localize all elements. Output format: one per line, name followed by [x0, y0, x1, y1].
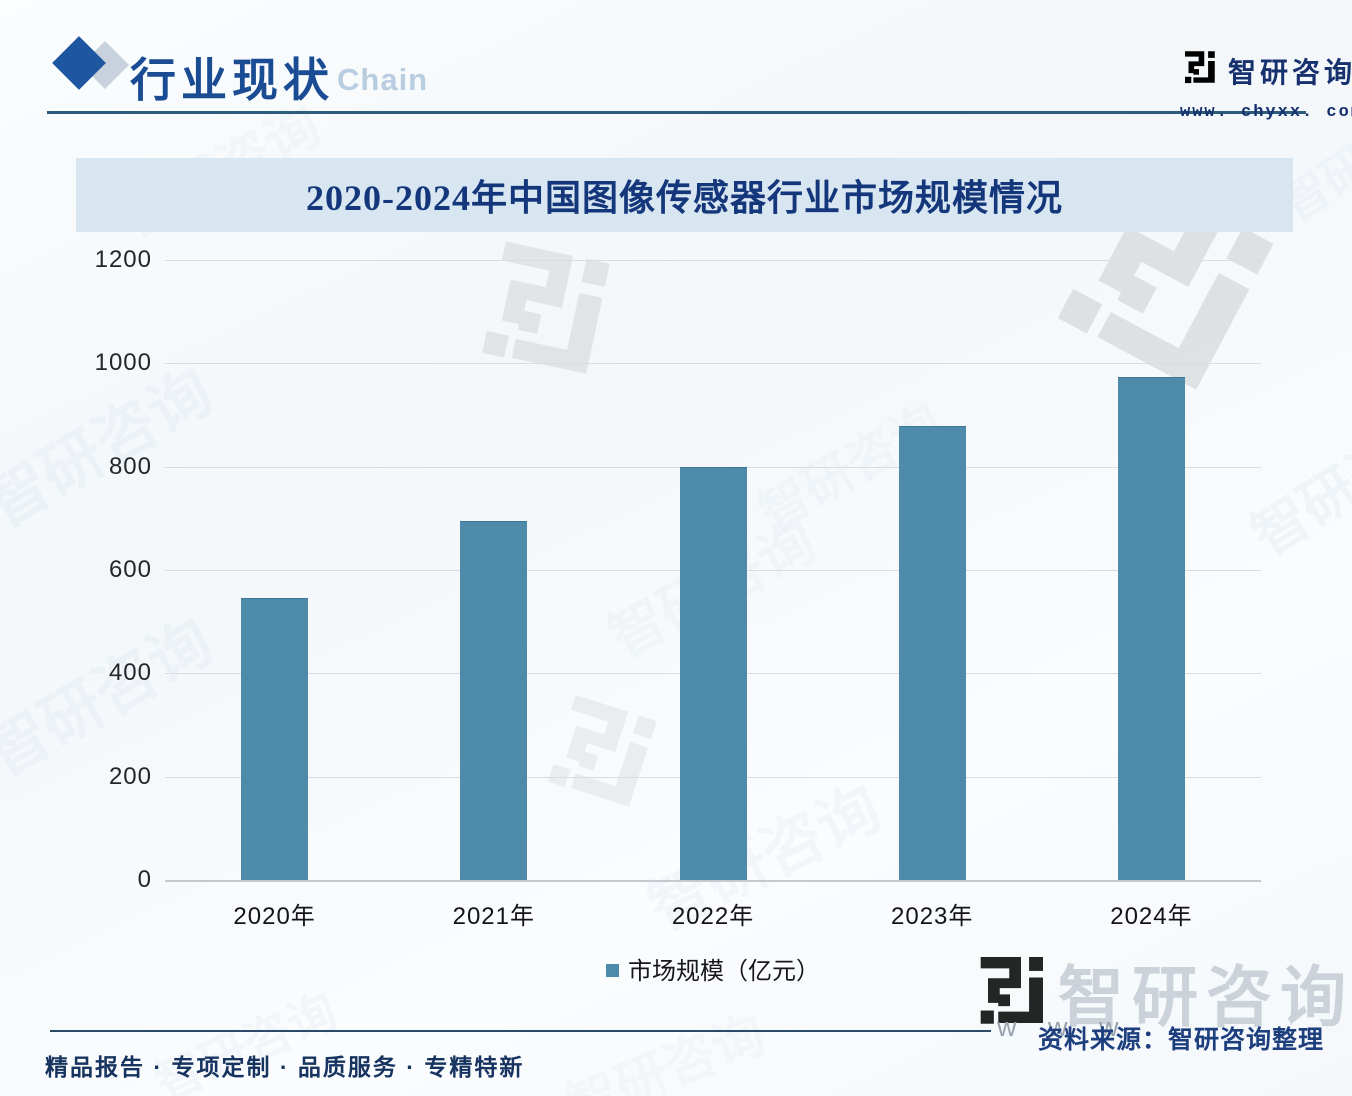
- bar-2022年: [679, 466, 747, 880]
- x-label-2024年: 2024年: [1110, 903, 1193, 930]
- footer-divider: [50, 1030, 991, 1032]
- zhiyan-logo-icon: [1178, 46, 1220, 88]
- data-source-note: 资料来源：智研咨询整理: [1038, 1026, 1325, 1054]
- legend-label: 市场规模（亿元）: [628, 958, 820, 985]
- y-tick-label-600: 600: [108, 556, 152, 583]
- gridline-1200: [165, 260, 1261, 261]
- y-tick-label-200: 200: [108, 762, 152, 790]
- gridline-1000: [165, 363, 1261, 365]
- bar-2023年: [898, 426, 966, 880]
- legend-swatch-icon: [606, 963, 619, 977]
- chart-title: 2020-2024年中国图像传感器行业市场规模情况: [306, 178, 1063, 218]
- brand-block: 智研咨询 www. chyxx. com: [1178, 46, 1352, 122]
- y-axis-labels: 0 200 400 600 800 1000 1200: [0, 0, 152, 1096]
- chart-title-banner: 2020-2024年中国图像传感器行业市场规模情况: [76, 158, 1293, 232]
- legend: 市场规模（亿元）: [165, 951, 1261, 986]
- brand-watermark-text: 智研咨询: [558, 1004, 774, 1096]
- y-tick-label-1200: 1200: [94, 246, 152, 273]
- chain-watermark-text: Chain: [337, 62, 429, 97]
- y-tick-label-0: 0: [137, 866, 152, 893]
- x-label-2021年: 2021年: [452, 903, 535, 930]
- brand-name: 智研咨询: [1228, 57, 1352, 88]
- url-watermark-fragment: w w w: [997, 1012, 1131, 1042]
- bar-2020年: [241, 598, 309, 880]
- bar-2021年: [460, 520, 528, 880]
- footer-tagline: 精品报告 · 专项定制 · 品质服务 · 专精特新: [45, 1054, 525, 1080]
- brand-watermark-text: 智研咨询: [1058, 960, 1352, 1034]
- bar-series: [165, 260, 1261, 880]
- bar-slot-2020年: [165, 260, 384, 880]
- section-title: 行业现状: [130, 55, 334, 106]
- header-divider: [47, 111, 1306, 114]
- y-tick-label-800: 800: [108, 452, 152, 480]
- x-label-2022年: 2022年: [671, 903, 755, 930]
- y-tick-label-400: 400: [108, 659, 152, 687]
- bar-slot-2024年: [1042, 260, 1261, 880]
- x-axis-labels: 2020年 2021年 2022年 2023年 2024年: [165, 896, 1261, 931]
- x-label-2023年: 2023年: [891, 903, 974, 930]
- brand-website: www. chyxx. com: [1180, 103, 1352, 122]
- x-label-2020年: 2020年: [233, 903, 316, 930]
- bar-slot-2021年: [384, 260, 603, 880]
- bar-2024年: [1117, 377, 1185, 880]
- bar-slot-2022年: [603, 260, 822, 880]
- gridline-0: [165, 880, 1261, 882]
- bar-slot-2023年: [823, 260, 1042, 880]
- y-tick-label-1000: 1000: [94, 349, 152, 377]
